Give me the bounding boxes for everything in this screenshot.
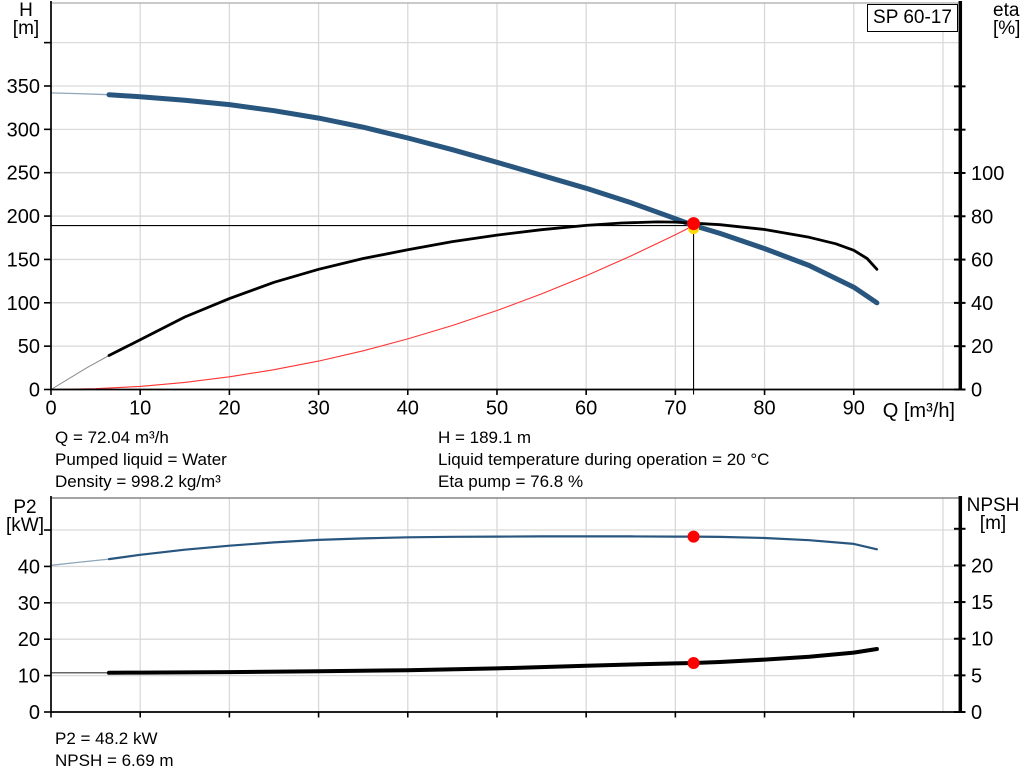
- left-tick-label: 200: [7, 206, 40, 228]
- annotation-p2: P2 = 48.2 kW: [55, 729, 158, 748]
- left-tick-label: 250: [7, 163, 40, 185]
- x-tick-label: 10: [129, 398, 151, 420]
- annotation-pumped-liquid: Pumped liquid = Water: [55, 450, 227, 469]
- h-axis-unit: [m]: [12, 18, 40, 39]
- x-tick-label: 0: [45, 398, 56, 420]
- system-curve: [50, 224, 695, 391]
- x-tick-label: 60: [575, 398, 597, 420]
- npsh-duty-point: [687, 656, 700, 669]
- left-tick-label: 20: [18, 629, 40, 651]
- left-tick-label: 350: [7, 76, 40, 98]
- x-tick-label: 90: [843, 398, 865, 420]
- annotation-liquid-temp: Liquid temperature during operation = 20…: [438, 450, 770, 469]
- annotation-head: H = 189.1 m: [438, 428, 532, 447]
- left-tick-label: 40: [18, 556, 40, 578]
- left-tick-label: 0: [29, 380, 40, 402]
- right-tick-label: 10: [971, 629, 993, 651]
- right-tick-label: 0: [971, 702, 982, 724]
- right-tick-label: 5: [971, 665, 982, 687]
- head-curve: [50, 92, 110, 96]
- left-tick-label: 100: [7, 293, 40, 315]
- left-tick-label: 30: [18, 593, 40, 615]
- x-tick-label: 40: [397, 398, 419, 420]
- duty-point: [687, 217, 701, 231]
- p2-curve: [50, 558, 110, 566]
- right-tick-label: 80: [971, 206, 993, 228]
- annotation-density: Density = 998.2 kg/m³: [55, 472, 221, 491]
- npsh-axis-symbol: NPSH: [966, 495, 1020, 516]
- right-tick-label: 15: [971, 592, 993, 614]
- p2-axis-symbol: P2: [13, 497, 37, 518]
- p2-curve: [107, 535, 878, 561]
- p2-axis-header: P2 [kW]: [2, 497, 48, 536]
- q-axis-unit-label: Q [m³/h]: [882, 400, 955, 422]
- x-tick-label: 20: [218, 398, 240, 420]
- left-tick-label: 10: [18, 666, 40, 688]
- left-tick-label: 0: [29, 702, 40, 724]
- annotation-npsh: NPSH = 6.69 m: [55, 751, 174, 770]
- npsh-axis-unit: [m]: [979, 513, 1007, 534]
- right-tick-label: 60: [971, 250, 993, 272]
- right-tick-label: 100: [971, 163, 1004, 185]
- right-tick-label: 40: [971, 293, 993, 315]
- p2-axis-unit: [kW]: [6, 515, 44, 536]
- npsh-curve: [107, 647, 879, 675]
- left-tick-label: 150: [7, 249, 40, 271]
- eta-axis-header: eta [%]: [993, 0, 1024, 39]
- efficiency-curve: [107, 220, 879, 357]
- right-tick-label: 0: [971, 380, 982, 402]
- right-tick-label: 20: [971, 555, 993, 577]
- annotation-eta-pump: Eta pump = 76.8 %: [438, 472, 584, 491]
- x-tick-label: 80: [753, 398, 775, 420]
- annotation-flow: Q = 72.04 m³/h: [55, 428, 169, 447]
- left-tick-label: 300: [7, 119, 40, 141]
- right-tick-label: 20: [971, 336, 993, 358]
- left-tick-label: 50: [18, 336, 40, 358]
- x-tick-label: 70: [664, 398, 686, 420]
- h-axis-symbol: H: [19, 0, 33, 21]
- top-pump-chart: 0 10 20 30 40 50 60 70 80 90050100150200250300350…: [7, 1, 1004, 420]
- bottom-pump-chart: 0 10 20 30 40 0 5 10 15 20: [18, 496, 993, 724]
- x-tick-label: 30: [307, 398, 329, 420]
- p2-duty-point: [687, 530, 700, 543]
- eta-axis-unit: [%]: [993, 18, 1021, 39]
- pump-model-badge: SP 60-17: [867, 4, 958, 32]
- x-tick-label: 50: [486, 398, 508, 420]
- npsh-axis-header: NPSH [m]: [962, 495, 1024, 534]
- head-curve: [106, 92, 880, 306]
- efficiency-curve: [50, 355, 110, 390]
- eta-axis-symbol: eta: [993, 0, 1020, 21]
- h-axis-header: H [m]: [4, 0, 48, 39]
